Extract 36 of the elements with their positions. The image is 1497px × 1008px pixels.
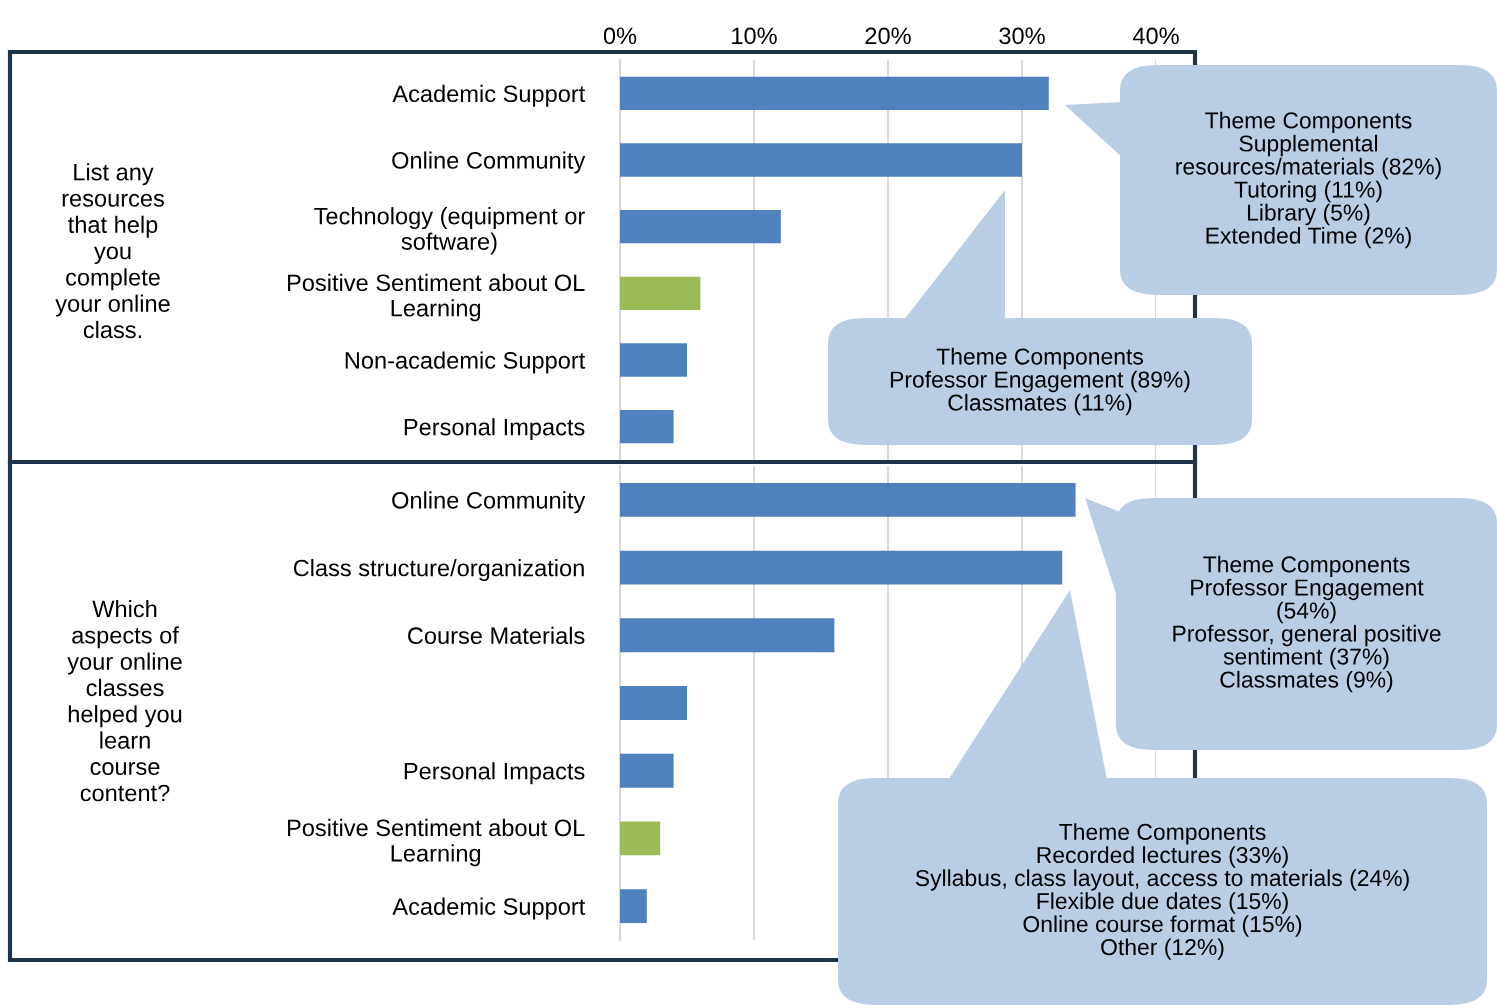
bar bbox=[620, 276, 701, 310]
y-tick-label: Non-academic Support bbox=[345, 351, 586, 374]
bar bbox=[620, 482, 1076, 517]
x-tick-label: 0% bbox=[603, 27, 637, 45]
bar bbox=[620, 76, 1049, 110]
bar bbox=[620, 753, 674, 788]
y-tick-label: Personal Impacts bbox=[404, 418, 585, 441]
y-tick-label: Online Community bbox=[392, 491, 586, 514]
x-tick-label: 10% bbox=[732, 27, 777, 45]
y-tick-label: Academic Support bbox=[392, 897, 586, 920]
y-tick-label: Technology (equipment or software) bbox=[314, 207, 585, 255]
annotation: Theme Components Professor Engagement (89%) Classmates (11%) bbox=[890, 347, 1190, 416]
bar bbox=[620, 550, 1063, 585]
y-tick-label: Course Materials bbox=[408, 626, 585, 645]
bar bbox=[620, 210, 781, 244]
y-tick-label: Positive Sentiment about OL Learning bbox=[287, 818, 585, 867]
y-tick-label: Personal Impacts bbox=[404, 762, 585, 785]
bar bbox=[620, 343, 687, 377]
text: Theme Components Professor Engagement (54%) Professor, general positive sentiment (37%) Classmates (9%) bbox=[1173, 555, 1441, 693]
bar bbox=[620, 143, 1022, 177]
bar bbox=[620, 618, 835, 653]
x-tick-label: 20% bbox=[865, 27, 911, 45]
y-tick-label: Positive Sentiment about OL Learning bbox=[287, 273, 585, 322]
annotation: Theme Components Recorded lectures (33%) Syllabus, class layout, access to materials (24%) Flexible due dates (15%) Online course format (15%) Other (12%) bbox=[915, 823, 1409, 960]
bar bbox=[620, 889, 647, 924]
bar bbox=[620, 410, 674, 444]
text: Theme Components Supplemental resources/materials (82%) Tutoring (11%) Library (5%) Extended Time (2%) bbox=[1176, 111, 1441, 249]
y-tick-label: Class structure/organization bbox=[293, 559, 584, 582]
bar bbox=[620, 821, 661, 856]
y-axis-title: List any resources that help you complete your online class. bbox=[55, 163, 170, 339]
y-tick-label: Online Community bbox=[392, 151, 586, 174]
y-axis-title: Which aspects of your online classes helped you learn course content? bbox=[67, 599, 182, 802]
x-tick-label: 40% bbox=[1132, 27, 1179, 45]
x-tick-label: 30% bbox=[999, 27, 1045, 45]
bar bbox=[620, 686, 687, 720]
y-tick-label: Academic Support bbox=[392, 84, 586, 107]
